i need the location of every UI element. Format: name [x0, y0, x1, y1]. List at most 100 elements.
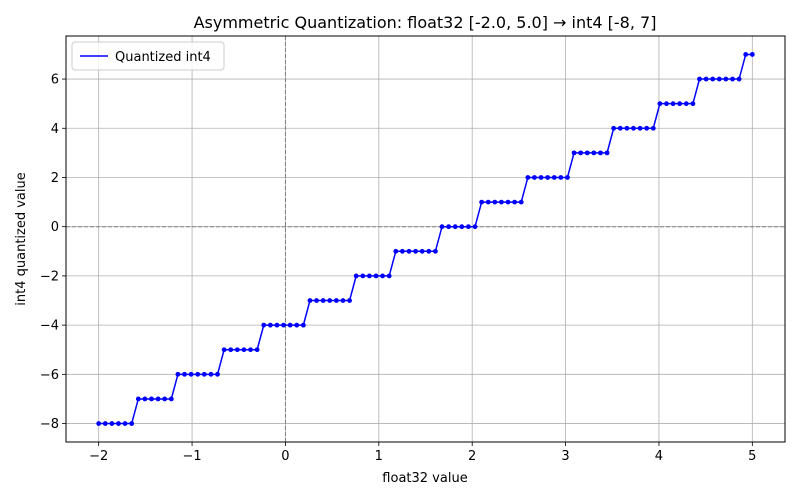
data-point: [650, 125, 656, 131]
y-axis-label: int4 quantized value: [14, 172, 29, 305]
data-point: [538, 175, 544, 180]
data-point: [399, 248, 405, 254]
data-point: [287, 322, 293, 328]
data-point: [135, 396, 141, 402]
data-point: [182, 371, 187, 377]
legend-box: [71, 41, 225, 71]
data-point: [162, 396, 168, 402]
data-point: [188, 371, 194, 377]
data-point: [690, 101, 696, 107]
data-point: [670, 101, 676, 107]
x-tick-label: 5: [748, 449, 756, 464]
data-point: [241, 347, 247, 353]
data-point: [129, 421, 135, 426]
data-point: [545, 175, 551, 180]
data-point: [96, 421, 102, 426]
data-point: [611, 125, 617, 131]
data-point: [697, 76, 702, 82]
x-tick-label: −1: [182, 449, 201, 464]
data-point: [710, 76, 716, 82]
data-point: [624, 125, 630, 131]
data-point: [551, 175, 557, 180]
data-point: [142, 396, 148, 402]
data-point: [479, 199, 485, 205]
data-point: [109, 421, 115, 426]
data-point: [446, 224, 452, 230]
data-point: [419, 248, 425, 254]
data-point: [208, 371, 214, 377]
data-point: [512, 199, 518, 205]
data-point: [215, 371, 220, 377]
data-point: [155, 396, 161, 402]
data-point: [604, 150, 610, 156]
data-point: [333, 298, 339, 303]
series-line: [98, 53, 753, 425]
data-point: [320, 298, 326, 303]
data-point: [294, 322, 300, 328]
data-point: [565, 175, 570, 180]
data-point: [677, 101, 683, 107]
data-point: [274, 322, 280, 328]
data-point: [736, 76, 742, 82]
data-point: [228, 347, 234, 353]
data-point: [657, 101, 663, 107]
data-point: [175, 371, 181, 377]
data-point: [340, 298, 346, 303]
data-point: [452, 224, 458, 230]
data-point: [466, 224, 471, 230]
x-axis-ticks: −2 −1 0 1 2 3 4 5: [89, 442, 756, 464]
data-point: [525, 175, 531, 180]
data-point: [393, 248, 399, 254]
x-tick-label: 2: [468, 449, 476, 464]
data-point: [664, 101, 669, 107]
data-point: [413, 248, 418, 254]
chart-title: Asymmetric Quantization: float32 [-2.0, …: [194, 13, 657, 32]
data-point: [307, 298, 313, 303]
data-point: [406, 248, 412, 254]
x-axis-label: float32 value: [382, 471, 467, 486]
reference-lines: [66, 36, 785, 442]
data-point: [281, 322, 286, 328]
data-point: [102, 421, 108, 426]
data-point: [591, 150, 597, 156]
y-tick-label: 6: [51, 73, 59, 88]
data-point: [353, 273, 359, 279]
data-point: [637, 125, 643, 131]
data-point: [485, 199, 491, 205]
data-series: [96, 52, 755, 426]
data-point: [703, 76, 709, 82]
data-point: [518, 199, 524, 205]
y-tick-label: −8: [40, 417, 59, 432]
y-tick-label: 2: [51, 171, 59, 186]
data-point: [532, 175, 537, 180]
y-tick-label: −6: [40, 368, 59, 383]
data-point: [300, 322, 306, 328]
data-point: [584, 150, 590, 156]
data-point: [683, 101, 689, 107]
x-tick-label: 0: [281, 449, 289, 464]
data-point: [373, 273, 379, 279]
data-point: [472, 224, 478, 230]
data-point: [505, 199, 511, 205]
x-tick-label: 1: [375, 449, 383, 464]
data-point: [366, 273, 372, 279]
x-tick-label: 4: [655, 449, 663, 464]
data-point: [644, 125, 650, 131]
data-point: [360, 273, 366, 279]
y-tick-label: −4: [40, 319, 59, 334]
data-point: [426, 248, 432, 254]
data-point: [327, 298, 333, 303]
data-point: [221, 347, 227, 353]
data-point: [149, 396, 154, 402]
data-point: [492, 199, 498, 205]
data-point: [631, 125, 636, 131]
data-point: [168, 396, 174, 402]
y-axis-ticks: −8 −6 −4 −2 0 2 4 6: [40, 73, 66, 432]
data-point: [459, 224, 465, 230]
y-tick-label: 4: [51, 122, 59, 137]
data-point: [347, 298, 352, 303]
data-point: [439, 224, 445, 230]
data-point: [248, 347, 253, 353]
data-point: [499, 199, 504, 205]
